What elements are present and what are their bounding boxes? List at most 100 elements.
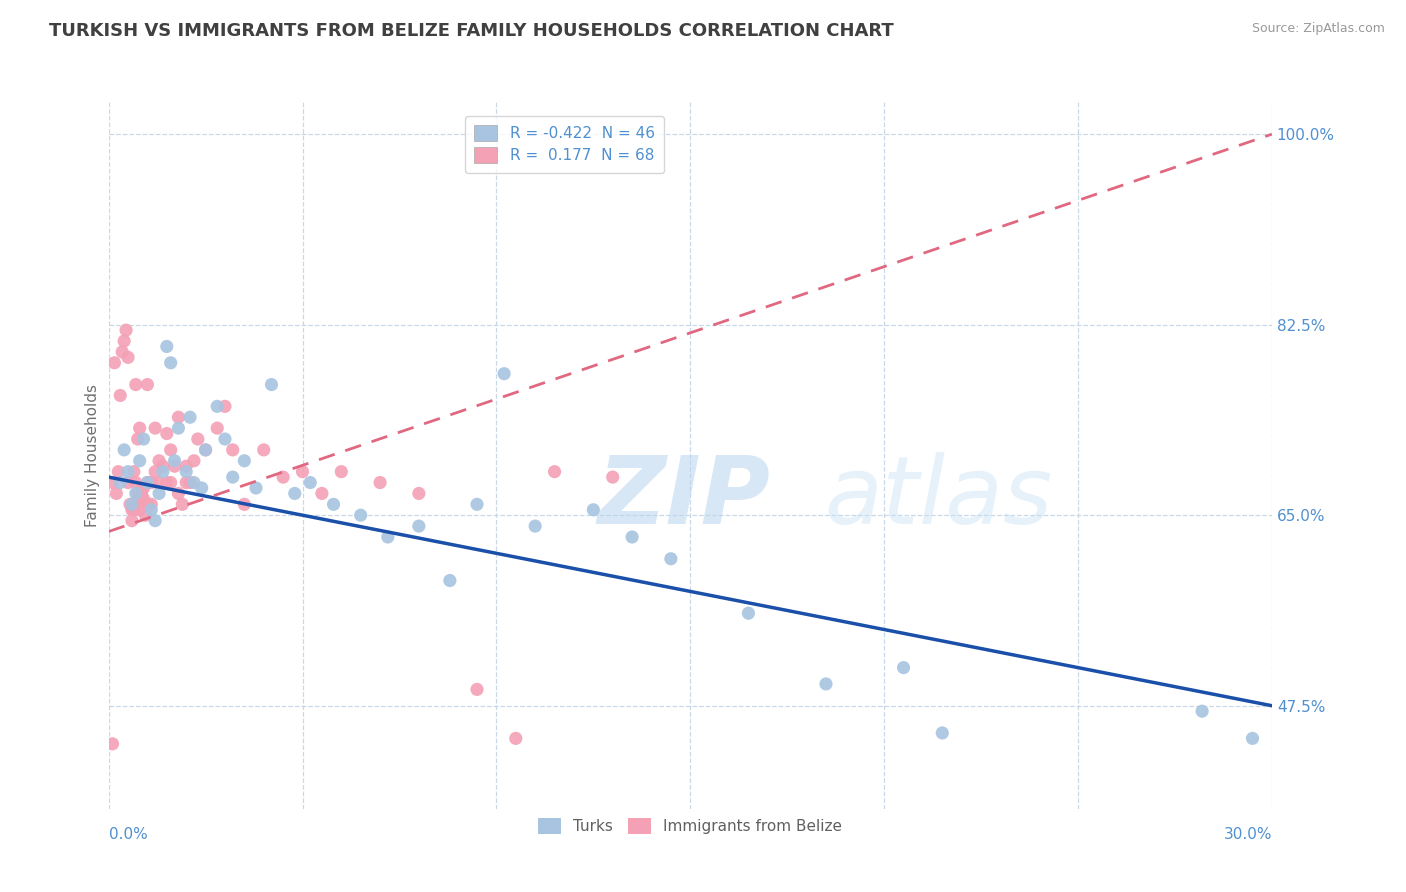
Point <box>112 334 135 348</box>
Point <box>131 486 153 500</box>
Point <box>159 442 181 457</box>
Text: 30.0%: 30.0% <box>1223 827 1272 842</box>
Point <box>134 508 156 523</box>
Point <box>233 454 256 468</box>
Point <box>174 475 197 490</box>
Point <box>132 491 155 506</box>
Point <box>377 530 399 544</box>
Point <box>214 400 236 414</box>
Legend: Turks, Immigrants from Belize: Turks, Immigrants from Belize <box>531 813 849 840</box>
Point <box>128 421 150 435</box>
Point <box>136 475 159 490</box>
Point <box>260 377 283 392</box>
Point <box>107 465 129 479</box>
Point <box>187 432 209 446</box>
Point <box>143 421 166 435</box>
Point <box>163 459 186 474</box>
Point <box>156 339 179 353</box>
Point <box>194 442 217 457</box>
Point <box>408 486 430 500</box>
Point <box>465 682 488 697</box>
Point <box>183 475 205 490</box>
Y-axis label: Family Households: Family Households <box>86 384 100 527</box>
Point <box>524 519 547 533</box>
Point <box>101 475 124 490</box>
Point <box>172 497 194 511</box>
Point <box>143 465 166 479</box>
Point <box>121 502 143 516</box>
Point <box>291 465 314 479</box>
Point <box>505 731 527 746</box>
Point <box>245 481 267 495</box>
Point <box>112 442 135 457</box>
Point <box>167 486 190 500</box>
Point <box>368 475 391 490</box>
Point <box>148 454 170 468</box>
Point <box>179 410 201 425</box>
Point <box>1191 704 1213 718</box>
Point <box>174 465 197 479</box>
Point <box>602 470 624 484</box>
Point <box>931 726 953 740</box>
Text: atlas: atlas <box>824 452 1052 543</box>
Point <box>167 410 190 425</box>
Text: 0.0%: 0.0% <box>108 827 148 842</box>
Point <box>159 356 181 370</box>
Point <box>167 421 190 435</box>
Point <box>118 497 141 511</box>
Point <box>132 432 155 446</box>
Point <box>190 481 212 495</box>
Point <box>582 502 605 516</box>
Point <box>131 491 153 506</box>
Point <box>148 486 170 500</box>
Point <box>136 475 159 490</box>
Point <box>156 426 179 441</box>
Point <box>121 497 143 511</box>
Point <box>408 519 430 533</box>
Point <box>439 574 461 588</box>
Point <box>125 497 148 511</box>
Point <box>110 475 132 490</box>
Point <box>156 475 179 490</box>
Point <box>1241 731 1264 746</box>
Point <box>163 454 186 468</box>
Point <box>233 497 256 511</box>
Point <box>103 356 125 370</box>
Point <box>136 497 159 511</box>
Point <box>311 486 333 500</box>
Point <box>117 475 139 490</box>
Point <box>494 367 516 381</box>
Point <box>159 475 181 490</box>
Point <box>136 377 159 392</box>
Point <box>222 442 245 457</box>
Point <box>194 442 217 457</box>
Point <box>148 475 170 490</box>
Point <box>152 465 174 479</box>
Point <box>122 465 145 479</box>
Point <box>205 421 228 435</box>
Point <box>101 737 124 751</box>
Point <box>122 502 145 516</box>
Point <box>174 459 197 474</box>
Point <box>330 465 353 479</box>
Point <box>121 514 143 528</box>
Point <box>117 465 139 479</box>
Point <box>543 465 565 479</box>
Point <box>205 400 228 414</box>
Text: Source: ZipAtlas.com: Source: ZipAtlas.com <box>1251 22 1385 36</box>
Point <box>141 497 163 511</box>
Point <box>183 454 205 468</box>
Point <box>621 530 644 544</box>
Point <box>284 486 307 500</box>
Point <box>152 459 174 474</box>
Point <box>117 351 139 365</box>
Point <box>893 660 915 674</box>
Point <box>737 606 759 620</box>
Text: TURKISH VS IMMIGRANTS FROM BELIZE FAMILY HOUSEHOLDS CORRELATION CHART: TURKISH VS IMMIGRANTS FROM BELIZE FAMILY… <box>49 22 894 40</box>
Point <box>125 475 148 490</box>
Point <box>132 481 155 495</box>
Point <box>128 454 150 468</box>
Point <box>659 551 682 566</box>
Point <box>253 442 276 457</box>
Point <box>143 514 166 528</box>
